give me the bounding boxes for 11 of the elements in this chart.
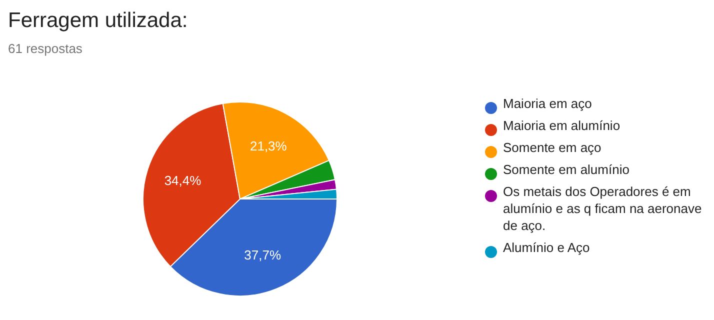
legend-label: Maioria em aço [503,96,592,111]
chart-title: Ferragem utilizada: [8,9,188,32]
legend-label: Alumínio e Aço [503,240,590,255]
legend-label: Somente em aço [503,140,602,155]
data-label: 34,4% [164,173,202,188]
chart-subtitle: 61 respostas [8,41,83,56]
data-label: 37,7% [244,247,282,262]
legend-label: Os metais dos Operadores é em alumínio e as q ficam na aeronave de aço. [503,184,702,233]
legend-label: Somente em alumínio [503,162,630,177]
data-label: 21,3% [250,138,288,154]
legend-label: Maioria em alumínio [503,118,620,133]
